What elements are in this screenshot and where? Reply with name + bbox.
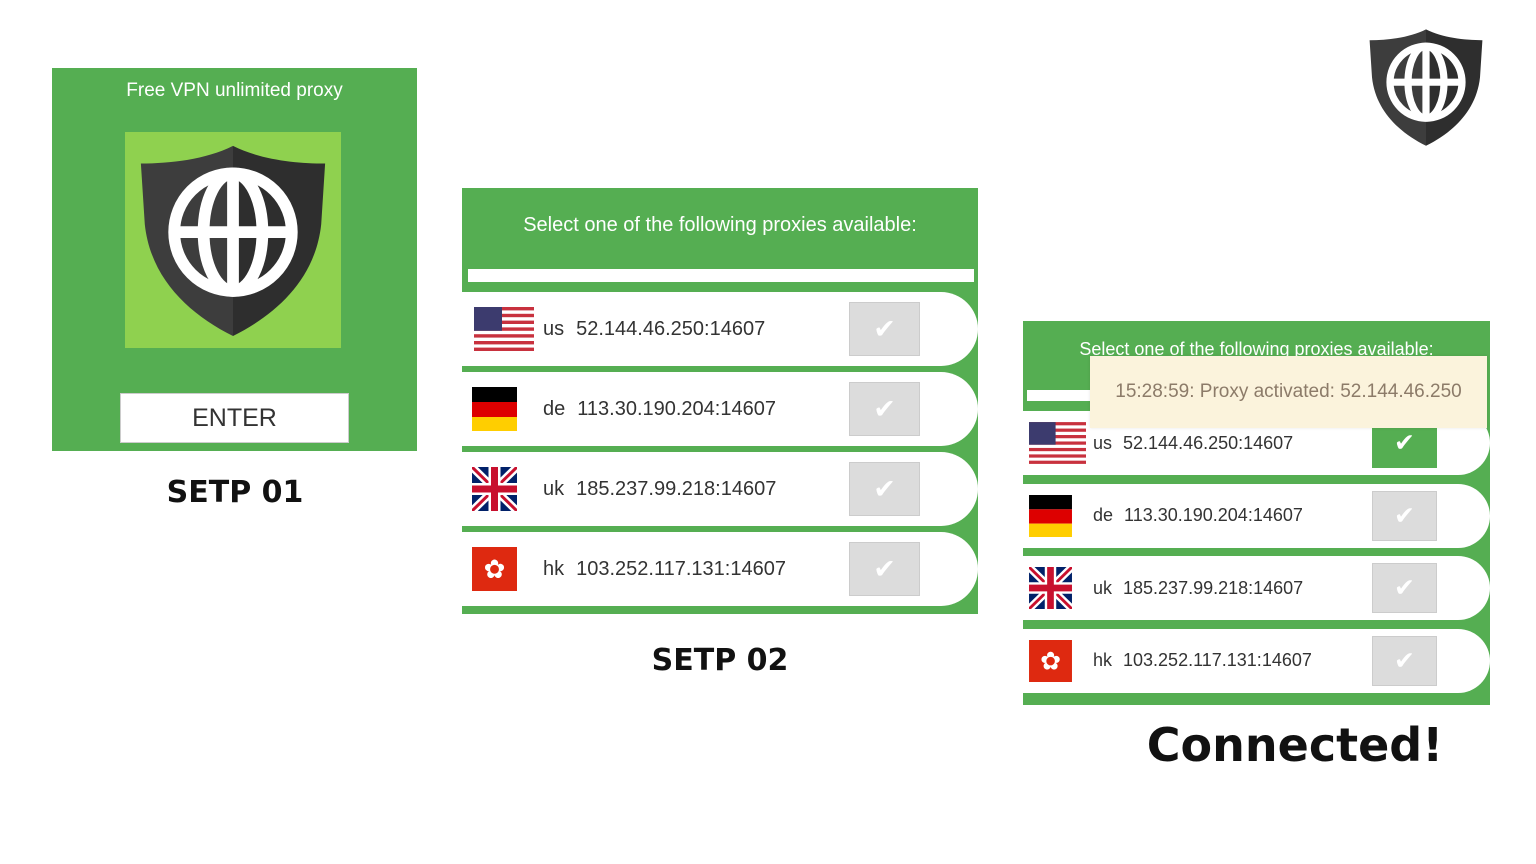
proxy-address: 185.237.99.218:14607 <box>1123 577 1304 598</box>
select-proxy-button-de[interactable]: ✔ <box>849 382 920 436</box>
us-flag-icon <box>472 307 536 351</box>
connected-caption: Connected! <box>1146 718 1444 772</box>
select-proxy-button-us[interactable]: ✔ <box>849 302 920 356</box>
proxy-country-code: uk <box>543 477 565 500</box>
step2-caption: SETP 02 <box>651 643 789 678</box>
select-proxy-button-uk[interactable]: ✔ <box>1372 563 1437 613</box>
proxy-country-code: us <box>543 317 565 340</box>
proxy-country-code: uk <box>1093 577 1113 598</box>
proxy-address: 52.144.46.250:14607 <box>576 317 766 340</box>
proxy-address: 103.252.117.131:14607 <box>576 557 786 580</box>
select-proxy-button-hk[interactable]: ✔ <box>849 542 920 596</box>
hong-kong-flag-icon <box>472 547 517 591</box>
step1-caption: SETP 01 <box>166 475 304 510</box>
check-icon: ✔ <box>873 553 896 584</box>
proxy-country-code: de <box>1093 505 1114 525</box>
proxy-country-code: us <box>1093 432 1113 453</box>
check-icon: ✔ <box>1394 429 1415 457</box>
select-proxy-button-hk[interactable]: ✔ <box>1372 635 1437 686</box>
check-icon: ✔ <box>873 473 896 504</box>
proxy-address: 113.30.190.204:14607 <box>577 397 776 420</box>
shield-globe-logo-icon <box>1366 26 1486 148</box>
hong-kong-flag-icon <box>1029 640 1072 682</box>
uk-flag-icon <box>472 467 517 511</box>
proxy-activated-toast: 15:28:59: Proxy activated: 52.144.46.250 <box>1090 356 1487 428</box>
proxy-country-code: de <box>543 397 566 420</box>
app-logo-tile <box>125 132 341 348</box>
us-flag-icon <box>1029 422 1086 464</box>
proxy-address: 113.30.190.204:14607 <box>1124 505 1303 525</box>
select-proxy-button-de[interactable]: ✔ <box>1372 490 1437 541</box>
proxy-country-code: hk <box>543 557 565 580</box>
proxy-country-code: hk <box>1093 650 1113 670</box>
germany-flag-icon <box>1029 495 1072 537</box>
germany-flag-icon <box>472 387 517 431</box>
proxy-address: 103.252.117.131:14607 <box>1123 650 1312 670</box>
proxy-list-header: Select one of the following proxies avai… <box>523 214 917 236</box>
proxy-address: 52.144.46.250:14607 <box>1123 432 1294 453</box>
enter-button[interactable]: ENTER <box>120 393 349 443</box>
progress-bar <box>468 269 974 282</box>
uk-flag-icon <box>1029 567 1072 609</box>
check-icon: ✔ <box>1394 574 1415 602</box>
select-proxy-button-uk[interactable]: ✔ <box>849 462 920 516</box>
proxy-address: 185.237.99.218:14607 <box>576 477 777 500</box>
check-icon: ✔ <box>873 313 896 344</box>
check-icon: ✔ <box>1394 501 1415 530</box>
shield-globe-icon <box>135 140 331 340</box>
proxy-list-header: Select one of the following proxies avai… <box>1079 339 1434 359</box>
app-title: Free VPN unlimited proxy <box>126 80 343 101</box>
check-icon: ✔ <box>873 393 896 424</box>
check-icon: ✔ <box>1394 646 1415 675</box>
